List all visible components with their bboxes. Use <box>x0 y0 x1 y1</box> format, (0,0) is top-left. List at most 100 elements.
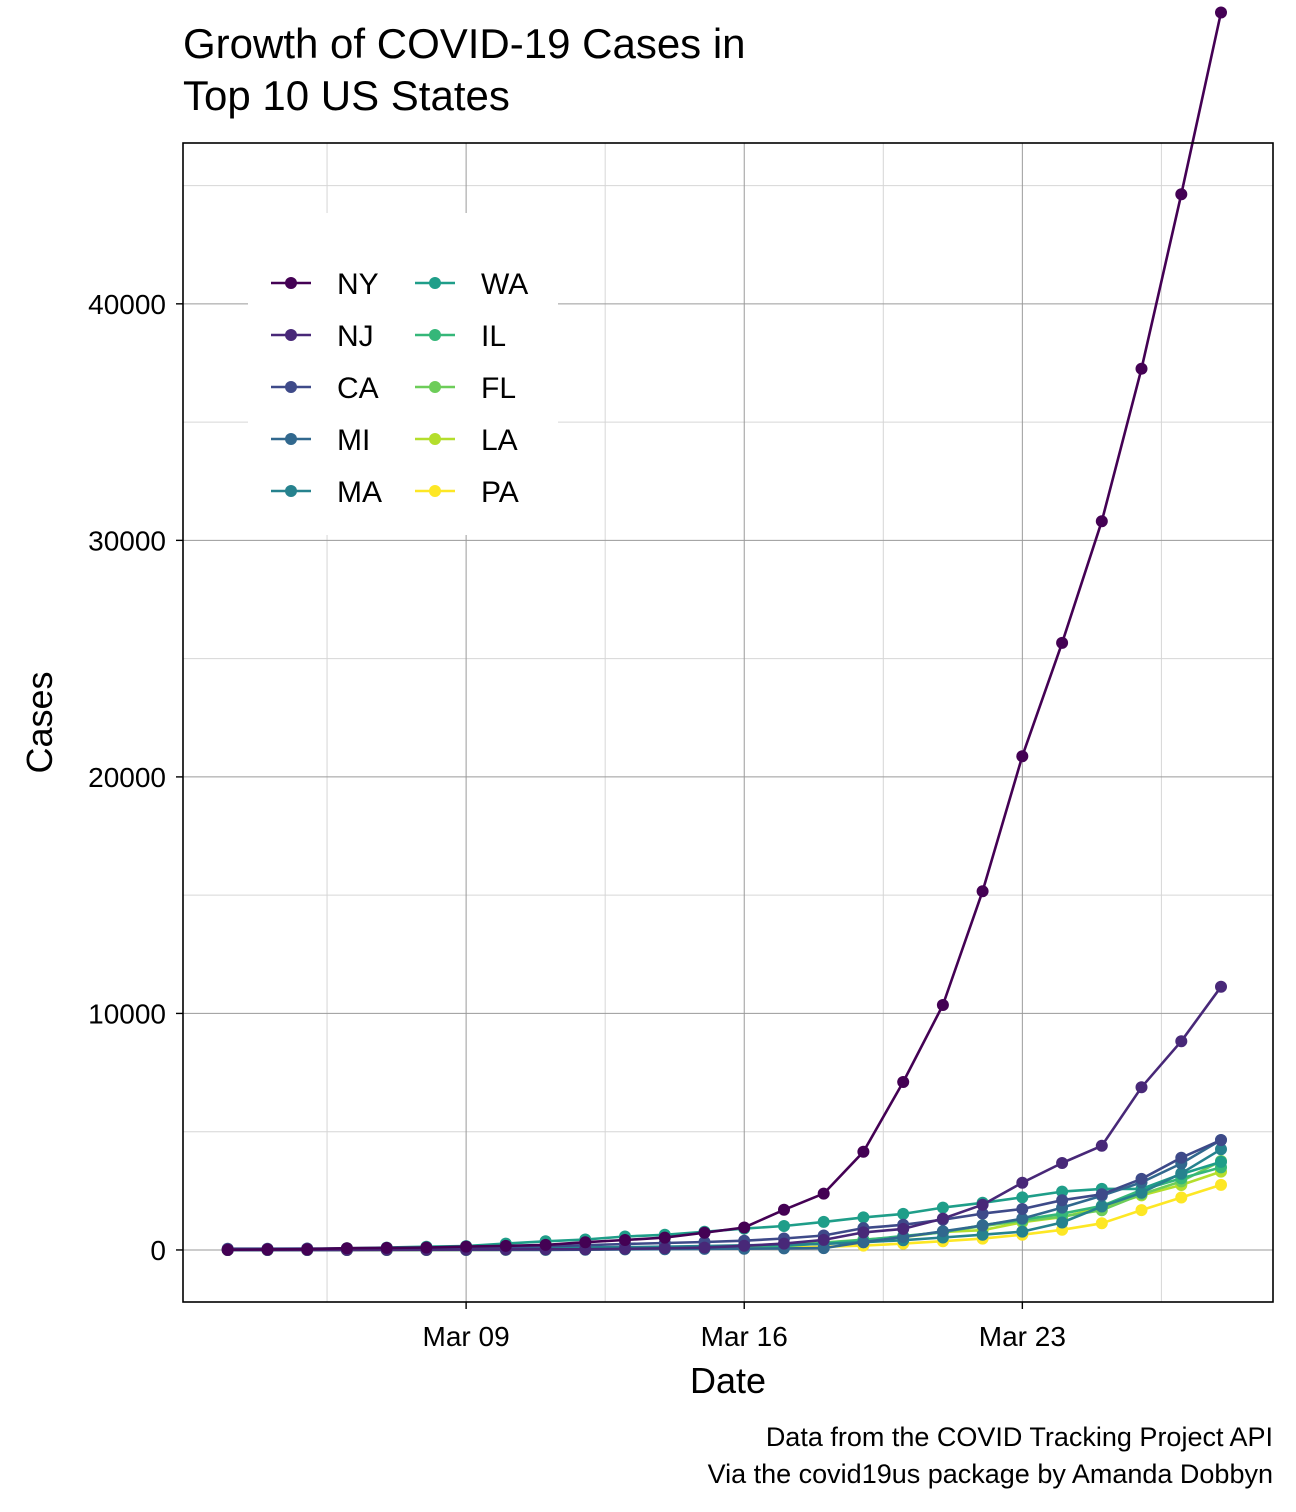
legend-key-point <box>285 329 297 341</box>
chart-title-line-2: Top 10 US States <box>183 72 510 119</box>
data-point-ny <box>619 1234 631 1246</box>
series-line-ny <box>227 12 1223 1251</box>
x-axis-label: Date <box>690 1360 766 1401</box>
data-point-nj <box>817 1233 830 1246</box>
data-point-mi <box>857 1236 870 1249</box>
data-point-ny <box>499 1239 512 1252</box>
data-point-wa <box>1016 1191 1029 1204</box>
data-point-wa <box>817 1215 830 1228</box>
data-point-ma <box>1056 1216 1069 1229</box>
data-point-ny <box>420 1241 433 1254</box>
data-point-ca <box>1175 1151 1188 1164</box>
data-point-wa <box>778 1220 790 1232</box>
y-tick-label: 10000 <box>88 998 166 1029</box>
data-point-ny <box>579 1236 592 1249</box>
data-point-ca <box>976 1207 989 1220</box>
data-point-nj <box>1016 1176 1029 1189</box>
data-point-nj <box>857 1226 870 1239</box>
data-point-nj <box>619 1242 631 1255</box>
data-point-ca <box>1016 1203 1029 1215</box>
data-point-ny <box>1135 362 1148 375</box>
data-point-ny <box>738 1221 751 1234</box>
data-point-ny <box>658 1231 671 1244</box>
data-point-nj <box>738 1239 751 1252</box>
legend-label: PA <box>481 476 519 509</box>
data-point-nj <box>936 1212 949 1225</box>
data-point-ma <box>1215 1143 1227 1156</box>
data-point-ny <box>380 1241 393 1254</box>
data-point-nj <box>698 1241 711 1254</box>
panel-border <box>182 142 1274 1303</box>
data-point-ca <box>1215 1134 1227 1147</box>
series-lines <box>221 6 1227 1256</box>
data-point-ca <box>1095 1188 1108 1201</box>
axes: 0 10000 20000 30000 40000 Mar 09 Mar 16 Mar 23 D… <box>19 142 1274 1401</box>
data-point-ny <box>301 1243 314 1256</box>
data-point-ma <box>1016 1225 1029 1238</box>
data-point-ma <box>1135 1186 1148 1199</box>
data-point-ny <box>698 1226 711 1239</box>
legend-label: LA <box>481 424 518 457</box>
data-point-ma <box>1175 1167 1188 1180</box>
data-point-ny <box>1175 188 1188 201</box>
data-point-pa <box>1095 1217 1108 1230</box>
legend-label: IL <box>481 320 506 353</box>
data-point-ny <box>1056 636 1069 649</box>
legend-key-point <box>285 277 297 289</box>
data-point-nj <box>1056 1157 1069 1169</box>
data-point-nj <box>1215 980 1227 993</box>
data-point-ny <box>857 1145 870 1158</box>
data-point-wa <box>936 1201 949 1214</box>
data-point-ny <box>897 1076 910 1088</box>
y-tick-label: 0 <box>150 1235 166 1266</box>
legend-label: MA <box>337 476 382 509</box>
legend-key-point <box>285 381 297 393</box>
chart-title-line-1: Growth of COVID-19 Cases in <box>183 20 746 67</box>
data-point-pa <box>1175 1191 1188 1204</box>
legend-key-point <box>429 277 441 289</box>
legend-key-point <box>429 381 441 393</box>
data-point-ca <box>1135 1172 1148 1185</box>
data-point-ny <box>1016 750 1029 763</box>
legend: NY NJ CA MI MA WA IL FL LA PA <box>248 213 558 535</box>
data-point-mi <box>817 1242 830 1255</box>
legend-label: WA <box>481 268 528 301</box>
data-point-ma <box>1095 1200 1108 1213</box>
data-point-pa <box>1215 1178 1227 1191</box>
legend-key-point <box>285 485 297 497</box>
data-point-ny <box>539 1238 552 1251</box>
caption-line-1: Data from the COVID Tracking Project API <box>765 1422 1273 1452</box>
data-point-ny <box>1215 6 1227 19</box>
data-point-ny <box>778 1203 790 1216</box>
legend-key-point <box>429 485 441 497</box>
legend-label: FL <box>481 372 516 405</box>
x-tick-label: Mar 09 <box>423 1321 510 1352</box>
series-line-ca <box>227 1138 1222 1250</box>
y-tick-label: 30000 <box>88 525 166 556</box>
caption-line-2: Via the covid19us package by Amanda Dobb… <box>707 1459 1273 1489</box>
legend-key-point <box>285 433 297 445</box>
data-point-pa <box>1135 1204 1148 1217</box>
data-point-wa <box>857 1211 870 1224</box>
data-point-ny <box>221 1243 234 1256</box>
data-point-mi <box>976 1219 989 1232</box>
x-tick-label: Mar 23 <box>979 1321 1066 1352</box>
data-point-nj <box>897 1222 910 1235</box>
legend-key-point <box>429 433 441 445</box>
data-point-nj <box>1135 1081 1148 1094</box>
data-point-nj <box>976 1198 989 1211</box>
data-point-ny <box>460 1240 473 1253</box>
legend-background <box>248 213 558 535</box>
data-point-ny <box>817 1187 830 1200</box>
legend-key-point <box>429 329 441 341</box>
data-point-ny <box>340 1242 353 1255</box>
y-tick-label: 40000 <box>88 289 166 320</box>
data-point-ny <box>976 885 989 898</box>
data-point-nj <box>778 1237 790 1250</box>
legend-label: CA <box>337 372 379 405</box>
data-point-ny <box>1095 515 1108 528</box>
series-line-il <box>227 1166 1222 1252</box>
legend-label: NJ <box>337 320 374 353</box>
data-point-wa <box>1056 1185 1069 1198</box>
